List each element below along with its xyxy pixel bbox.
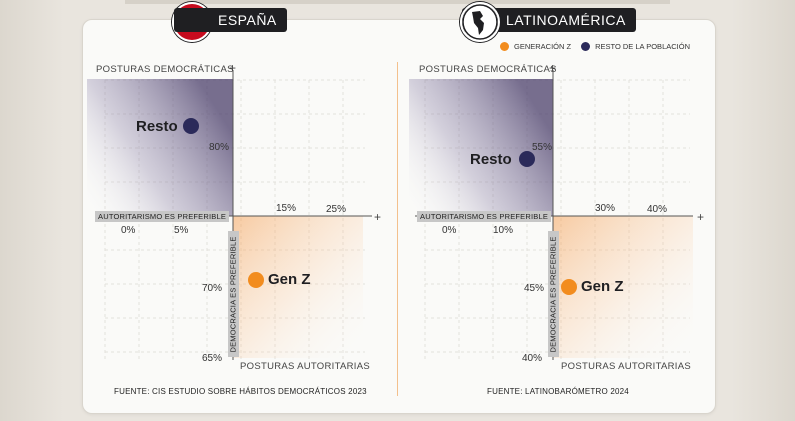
latam-democratic-area bbox=[409, 79, 553, 216]
latam-x-axis-label: POSTURAS AUTORITARIAS bbox=[561, 361, 691, 372]
latam-y-plus: + bbox=[549, 61, 557, 75]
latam-globe-icon bbox=[460, 2, 500, 42]
spain-y-negative-label: DEMOCRACIA ES PREFERIBLE bbox=[228, 231, 239, 357]
spain-x-negative-label: AUTORITARISMO ES PREFERIBLE bbox=[95, 211, 230, 222]
latam-resto-label: Resto bbox=[470, 151, 512, 168]
spain-x-axis-label: POSTURAS AUTORITARIAS bbox=[240, 361, 370, 372]
spain-source: FUENTE: CIS ESTUDIO SOBRE HÁBITOS DEMOCR… bbox=[114, 387, 367, 396]
latam-resto-point bbox=[519, 151, 535, 167]
spain-genz-label: Gen Z bbox=[268, 271, 311, 288]
spain-y-tick: 65% bbox=[202, 353, 223, 364]
spain-y-tick: 80% bbox=[209, 142, 230, 153]
spain-x-plus: + bbox=[374, 210, 382, 224]
spain-y-axis-label: POSTURAS DEMOCRÁTICAS bbox=[96, 64, 234, 75]
latam-y-axis-label: POSTURAS DEMOCRÁTICAS bbox=[419, 64, 557, 75]
latam-x-negative-label: AUTORITARISMO ES PREFERIBLE bbox=[417, 211, 552, 222]
latam-x-tick: 30% bbox=[595, 203, 616, 214]
latam-x-tick: 40% bbox=[647, 204, 668, 215]
latam-y-negative-label: DEMOCRACIA ES PREFERIBLE bbox=[548, 231, 559, 357]
latam-title-text: LATINOAMÉRICA bbox=[506, 12, 626, 28]
spain-x-tick: 0% bbox=[121, 225, 136, 236]
latam-x-plus: + bbox=[697, 210, 705, 224]
spain-y-tick: 70% bbox=[202, 283, 223, 294]
spain-x-tick: 15% bbox=[276, 203, 297, 214]
spain-resto-label: Resto bbox=[136, 118, 178, 135]
legend-genz-label: GENERACIÓN Z bbox=[514, 42, 572, 51]
legend-item-genz: GENERACIÓN Z bbox=[500, 42, 571, 51]
latam-y-tick: 55% bbox=[532, 142, 553, 153]
top-strip bbox=[125, 0, 670, 4]
latam-x-tick: 10% bbox=[493, 225, 514, 236]
legend-genz-swatch bbox=[500, 42, 509, 51]
latam-genz-point bbox=[561, 279, 577, 295]
panel-divider bbox=[397, 62, 398, 396]
spain-y-plus: + bbox=[229, 61, 237, 75]
spain-title: ESPAÑA bbox=[174, 8, 287, 32]
spain-x-tick: 5% bbox=[174, 225, 189, 236]
latam-genz-label: Gen Z bbox=[581, 278, 624, 295]
latam-source: FUENTE: LATINOBARÓMETRO 2024 bbox=[487, 387, 629, 396]
latam-x-tick: 0% bbox=[442, 225, 457, 236]
legend-resto-label: RESTO DE LA POBLACIÓN bbox=[595, 42, 690, 51]
latam-y-tick: 45% bbox=[524, 283, 545, 294]
spain-resto-point bbox=[183, 118, 199, 134]
latam-y-tick: 40% bbox=[522, 353, 543, 364]
legend: GENERACIÓN Z RESTO DE LA POBLACIÓN bbox=[500, 42, 700, 51]
legend-item-resto: RESTO DE LA POBLACIÓN bbox=[581, 42, 690, 51]
spain-democratic-area bbox=[87, 79, 233, 216]
spain-genz-point bbox=[248, 272, 264, 288]
spain-x-tick: 25% bbox=[326, 204, 347, 215]
legend-resto-swatch bbox=[581, 42, 591, 51]
spain-title-text: ESPAÑA bbox=[218, 12, 277, 28]
